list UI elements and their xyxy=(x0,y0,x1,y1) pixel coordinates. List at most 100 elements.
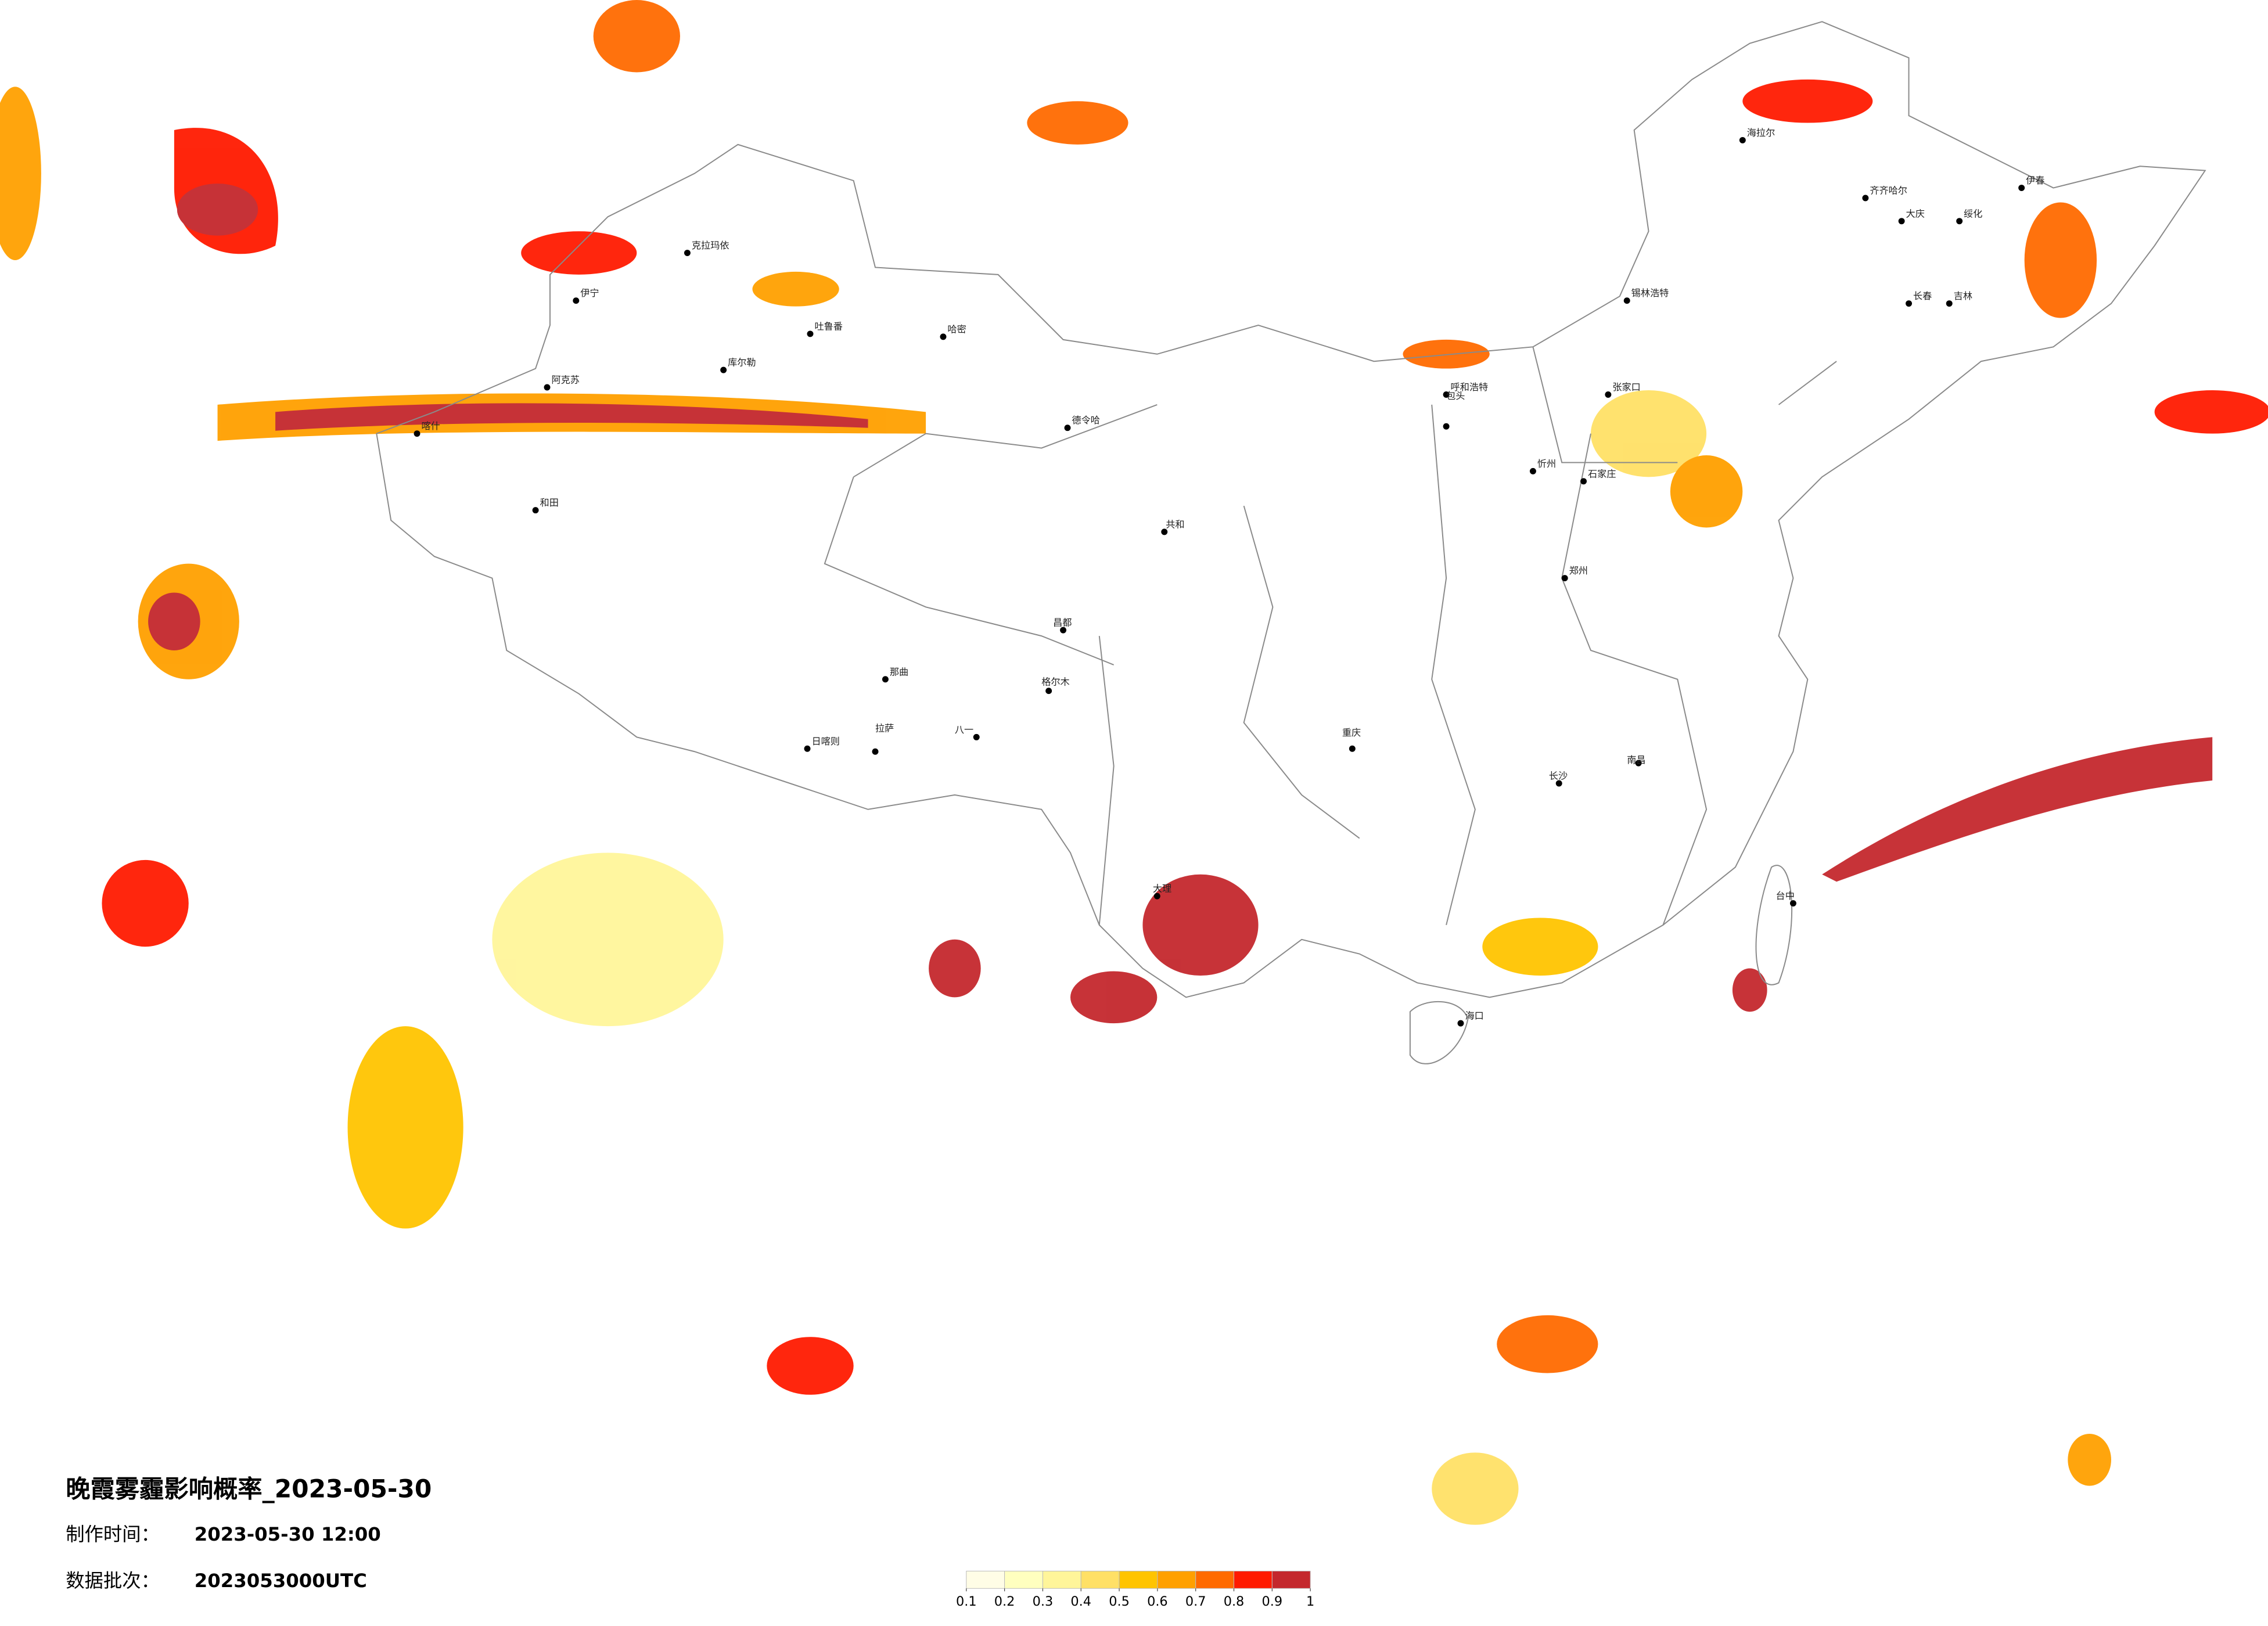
city-dot xyxy=(1789,900,1796,907)
city-dot xyxy=(807,330,814,337)
colorbar-cell xyxy=(966,1570,1005,1589)
info-value: 2023-05-30 12:00 xyxy=(195,1523,381,1545)
city-label: 张家口 xyxy=(1612,382,1640,393)
city-label: 呼和浩特 xyxy=(1451,382,1489,393)
map-title: 晚霞雾霾影响概率_2023-05-30 xyxy=(66,1474,432,1503)
city-dot xyxy=(2018,185,2025,192)
city-label: 郑州 xyxy=(1569,565,1588,576)
city-label: 伊春 xyxy=(2026,175,2044,186)
colorbar-cell xyxy=(1004,1570,1043,1589)
city-dot xyxy=(1555,780,1562,787)
city-dot xyxy=(1906,300,1913,307)
city-dot xyxy=(532,507,539,514)
city-dot xyxy=(1153,893,1160,900)
city-dot xyxy=(1898,218,1905,225)
city-label: 忻州 xyxy=(1537,458,1556,469)
city-dot xyxy=(1561,575,1568,582)
city-label: 八一 xyxy=(955,724,973,735)
colorbar-label: 0.3 xyxy=(1033,1594,1054,1609)
city-label: 哈密 xyxy=(947,323,966,334)
city-label: 锡林浩特 xyxy=(1631,287,1669,298)
colorbar-cell xyxy=(1119,1570,1158,1589)
city-label: 库尔勒 xyxy=(728,357,756,368)
city-dot xyxy=(414,430,420,437)
city-label: 吐鲁番 xyxy=(814,321,842,332)
city-dot xyxy=(1161,528,1168,535)
city-label: 吉林 xyxy=(1954,290,1972,301)
city-dot xyxy=(1623,297,1630,304)
city-label: 海口 xyxy=(1465,1010,1483,1021)
city-label: 南昌 xyxy=(1627,754,1645,765)
china-boundary xyxy=(376,21,2206,998)
colorbar-label: 0.7 xyxy=(1185,1594,1206,1609)
city-label: 大理 xyxy=(1153,883,1171,894)
colorbar-label: 0.1 xyxy=(956,1594,977,1609)
city-dot xyxy=(1862,195,1869,202)
city-label: 长春 xyxy=(1913,290,1932,301)
city-label: 喀什 xyxy=(421,420,440,431)
city-dot xyxy=(720,366,727,373)
colorbar-cell xyxy=(1195,1570,1235,1589)
city-dot xyxy=(1060,627,1067,634)
colorbar-label: 0.2 xyxy=(994,1594,1015,1609)
city-label: 拉萨 xyxy=(875,722,894,733)
city-dot xyxy=(1064,425,1071,431)
city-dot xyxy=(804,745,811,752)
city-dot xyxy=(1443,423,1450,430)
info-value: 2023053000UTC xyxy=(195,1570,367,1592)
city-dot xyxy=(544,384,551,391)
colorbar-label: 0.5 xyxy=(1109,1594,1130,1609)
info-label: 制作时间： xyxy=(66,1523,160,1545)
city-dot xyxy=(872,748,879,755)
city-label: 台中 xyxy=(1776,890,1795,901)
city-dot xyxy=(882,676,889,683)
city-dot xyxy=(1529,467,1536,474)
city-label: 德令哈 xyxy=(1072,415,1099,426)
city-label: 包头 xyxy=(1446,390,1465,401)
city-label: 齐齐哈尔 xyxy=(1870,185,1907,196)
city-dot xyxy=(940,333,947,340)
colorbar-label: 1 xyxy=(1306,1594,1314,1609)
city-label: 昌都 xyxy=(1053,617,1072,628)
cities: 克拉玛依 伊宁 阿克苏 喀什 和田 吐鲁番 哈密 库尔勒 格尔木 德令哈 日喀则… xyxy=(414,127,2044,1027)
colorbar-label: 0.9 xyxy=(1262,1594,1283,1609)
colorbar: 0.1 0.2 0.3 0.4 0.5 0.6 0.7 0.8 0.9 1 xyxy=(956,1570,1314,1609)
city-label: 伊宁 xyxy=(580,287,599,298)
city-label: 和田 xyxy=(540,497,559,508)
city-dot xyxy=(1580,478,1587,485)
city-label: 那曲 xyxy=(890,666,908,677)
city-label: 长沙 xyxy=(1549,771,1568,782)
info-label: 数据批次： xyxy=(66,1570,160,1592)
city-dot xyxy=(973,733,980,740)
colorbar-label: 0.8 xyxy=(1224,1594,1245,1609)
heat-areas xyxy=(0,0,2268,1525)
city-dot xyxy=(1739,136,1746,143)
city-dot xyxy=(1605,391,1612,398)
city-dot xyxy=(1349,745,1356,752)
city-label: 重庆 xyxy=(1342,727,1361,738)
colorbar-label: 0.4 xyxy=(1070,1594,1091,1609)
city-dot xyxy=(1946,300,1953,307)
city-dot xyxy=(1045,688,1052,695)
colorbar-cell xyxy=(1157,1570,1196,1589)
colorbar-cell xyxy=(1271,1570,1311,1589)
colorbar-label: 0.6 xyxy=(1147,1594,1168,1609)
province-lines xyxy=(824,347,1837,1064)
colorbar-cell xyxy=(1080,1570,1120,1589)
city-dot xyxy=(1443,391,1450,398)
city-dot xyxy=(1635,760,1642,767)
colorbar-cell xyxy=(1042,1570,1081,1589)
city-dot xyxy=(1457,1020,1464,1027)
city-label: 共和 xyxy=(1166,519,1184,530)
city-label: 海拉尔 xyxy=(1747,127,1775,138)
city-dot xyxy=(573,297,580,304)
city-dot xyxy=(684,250,691,257)
city-label: 克拉玛依 xyxy=(692,240,729,251)
colorbar-cell xyxy=(1234,1570,1273,1589)
city-label: 绥化 xyxy=(1964,208,1982,219)
city-label: 石家庄 xyxy=(1588,468,1616,479)
city-dot xyxy=(1956,218,1963,225)
city-label: 日喀则 xyxy=(811,736,839,747)
